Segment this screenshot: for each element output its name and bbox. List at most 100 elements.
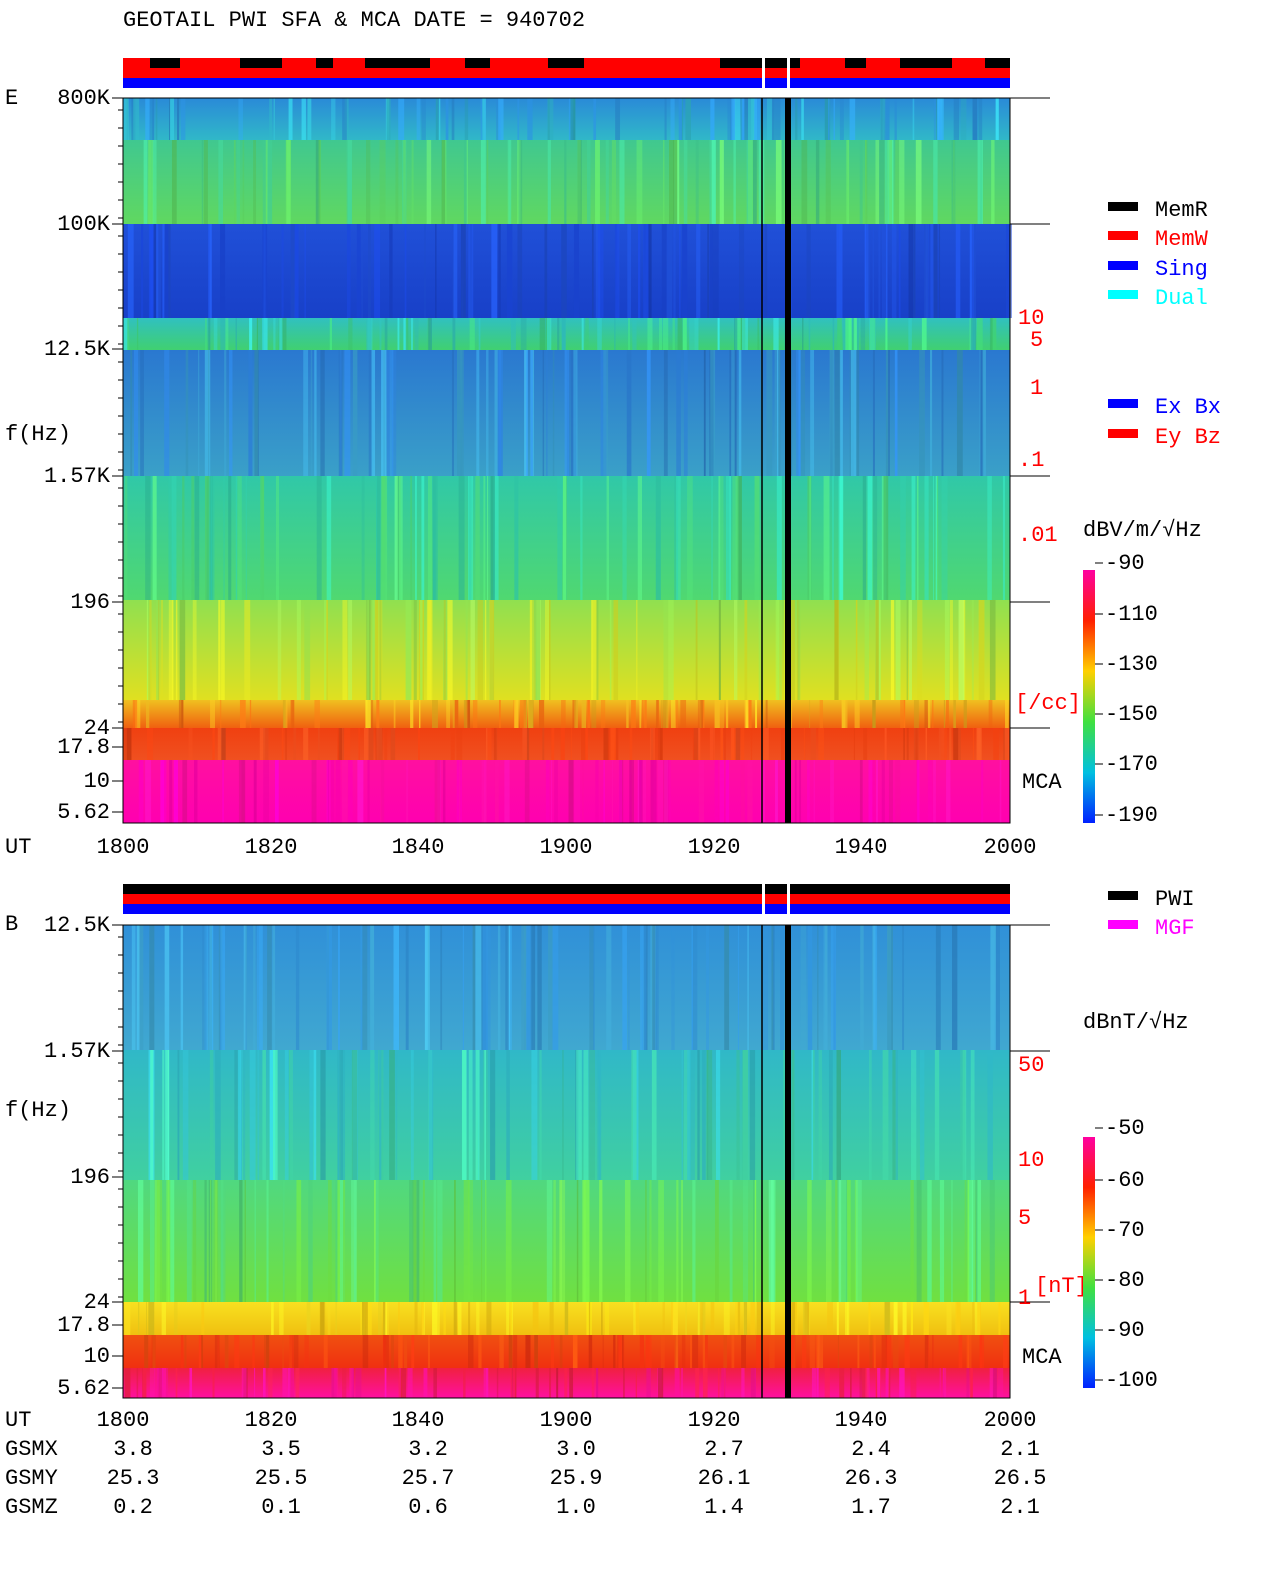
spectrogram-texture [1005,224,1012,318]
spectrogram-texture [420,600,423,700]
spectrogram-texture [582,1180,586,1302]
spectrogram-texture [836,1302,839,1335]
spectrogram-texture [606,925,612,1050]
spectrogram-texture [790,1302,795,1335]
spectrogram-texture [355,1368,362,1398]
spectrogram-texture [152,140,157,224]
spectrogram-texture [337,1050,344,1180]
spectrogram-texture [562,1050,564,1180]
spectrogram-texture [581,318,584,350]
spectrogram-texture [811,1368,817,1398]
title: GEOTAIL PWI SFA & MCA DATE = 940702 [123,8,585,33]
orbit-value: 3.2 [408,1437,448,1462]
spectrogram-texture [468,1302,471,1335]
status-gap [762,884,765,914]
spectrogram-texture [131,925,136,1050]
spectrogram-texture [891,224,897,318]
orbit-label: GSMY [5,1466,58,1491]
spectrogram-texture [880,98,886,140]
spectrogram-texture [476,350,480,476]
spectrogram-texture [164,1368,169,1398]
spectrogram-texture [646,1368,651,1398]
spectrogram-texture [574,700,578,728]
spectrogram-texture [520,318,527,350]
spectrogram-texture [217,728,222,760]
spectrogram-texture [735,476,739,600]
spectrogram-texture [917,760,920,823]
spectrogram-texture [771,98,775,140]
spectrogram-texture [731,728,736,760]
spectrogram-texture [734,350,737,476]
orbit-value: 1.4 [704,1495,744,1520]
spectrogram-texture [597,318,602,350]
spectrogram-texture [136,1368,139,1398]
spectrogram-texture [585,318,589,350]
spectrogram-texture [860,925,864,1050]
spectrogram-texture [743,98,748,140]
spectrogram-texture [179,600,186,700]
y-tick-label: 10 [84,1344,110,1369]
spectrogram-texture [403,318,407,350]
spectrogram-texture [253,760,257,823]
spectrogram-texture [486,1302,492,1335]
status-bar [180,58,240,68]
spectrogram-texture [958,600,965,700]
spectrogram-texture [884,140,890,224]
spectrogram-texture [823,476,830,600]
spectrogram-texture [661,700,663,728]
spectrogram-texture [586,140,591,224]
spectrogram-texture [881,1335,888,1368]
orbit-value: 26.3 [845,1466,898,1491]
spectrogram-texture [873,1335,876,1368]
spectrogram-texture [657,760,664,823]
spectrogram-texture [738,224,745,318]
spectrogram-texture [510,1368,512,1398]
spectrogram-texture [588,1302,591,1335]
spectrogram-texture [208,318,211,350]
right-scale-label: 10 [1018,1148,1044,1173]
spectrogram-texture [374,1180,379,1302]
spectrogram-texture [147,728,154,760]
spectrogram-texture [908,224,914,318]
spectrogram-texture [1005,700,1009,728]
spectrogram-texture [655,700,659,728]
spectrogram-texture [794,760,797,823]
right-scale-label: .1 [1018,448,1044,473]
spectrogram-texture [670,98,675,140]
spectrogram-texture [951,1180,953,1302]
right-scale-label: .01 [1018,523,1058,548]
spectrogram-texture [215,1050,221,1180]
colorbar [1083,570,1095,823]
spectrogram-texture [274,760,279,823]
spectrogram-texture [436,1302,440,1335]
spectrogram-texture [839,98,844,140]
spectrogram-texture [560,1180,566,1302]
spectrogram-texture [591,1368,595,1398]
spectrogram-texture [279,318,283,350]
spectrogram-texture [747,760,753,823]
spectrogram-texture [438,98,441,140]
spectrogram-texture [327,1180,332,1302]
spectrogram-texture [895,140,900,224]
spectrogram-texture [964,1180,967,1302]
spectrogram-texture [210,1180,212,1302]
spectrogram-texture [908,318,912,350]
spectrogram-texture [676,350,681,476]
spectrogram-texture [424,925,430,1050]
spectrogram-texture [380,760,382,823]
spectrogram-texture [148,1302,155,1335]
spectrogram-texture [201,1302,205,1335]
spectrogram-texture [243,1050,246,1180]
spectrogram-texture [802,318,804,350]
spectrogram-texture [262,1050,266,1180]
spectrogram-texture [849,98,856,140]
spectrogram-texture [391,350,397,476]
spectrogram-texture [976,1180,982,1302]
orbit-value: 3.8 [113,1437,153,1462]
spectrogram-texture [494,760,499,823]
spectrogram-texture [1004,728,1010,760]
spectrogram-texture [634,1302,640,1335]
spectrogram-band [123,98,1010,140]
spectrogram-texture [338,728,343,760]
spectrogram-texture [133,98,140,140]
